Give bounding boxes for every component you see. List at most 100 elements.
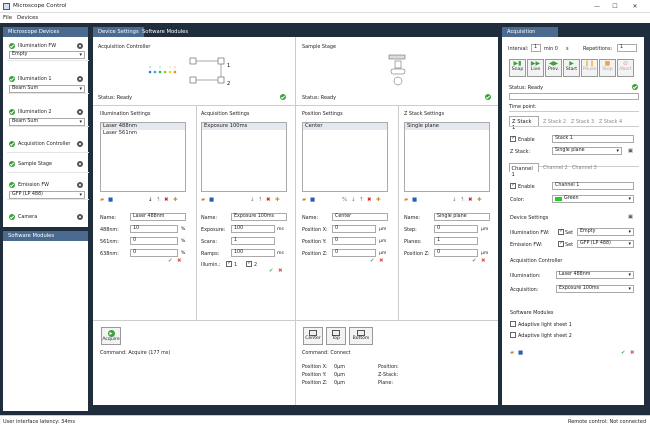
start-button[interactable]: ▶ Start	[563, 59, 580, 77]
illum-fw-set-checkbox[interactable]	[558, 228, 564, 235]
arrow-up-icon[interactable]: ↑	[460, 197, 465, 203]
bottom-button[interactable]: Bottom	[349, 327, 373, 345]
list-item[interactable]: Laser 561nm	[103, 130, 137, 136]
tab-channel-2[interactable]: Channel 2	[543, 165, 568, 171]
channel-enable-checkbox[interactable]	[510, 182, 516, 189]
acquire-button[interactable]: ▸ Acquire	[101, 327, 121, 345]
z-stack-select[interactable]: Single plane	[552, 147, 622, 155]
abort-button[interactable]: ⊘ Abort	[617, 59, 634, 77]
arrow-down-icon[interactable]: ↓	[148, 197, 153, 203]
tab-device-settings[interactable]: Device Settings	[93, 27, 144, 37]
confirm-icon[interactable]: ✔	[370, 258, 375, 264]
scans-input[interactable]: 1	[231, 237, 275, 245]
emission-fw-select-right[interactable]: GFP (LP 488)	[577, 240, 634, 248]
delete-icon[interactable]: ✖	[367, 197, 372, 203]
illumination-1-select[interactable]: Beam Sum	[9, 85, 85, 93]
color-select[interactable]: Green	[552, 195, 634, 203]
illumin-2-checkbox[interactable]	[246, 260, 252, 267]
tab-channel-3[interactable]: Channel 3	[572, 165, 597, 171]
acquisition-select[interactable]: Exposure 100ms	[556, 285, 634, 293]
power-561-input[interactable]: 0	[130, 237, 178, 245]
cancel-icon[interactable]: ✖	[379, 258, 384, 264]
add-icon[interactable]: ✚	[173, 197, 178, 203]
gear-icon[interactable]	[77, 43, 83, 49]
interval-min-input[interactable]: 1	[531, 44, 541, 52]
confirm-icon[interactable]: ✔	[472, 258, 477, 264]
position-y-input[interactable]: 0	[332, 237, 376, 245]
illumination-fw-select[interactable]: Empty	[9, 51, 85, 59]
gear-icon[interactable]	[77, 161, 83, 167]
arrow-down-icon[interactable]: ↓	[351, 197, 356, 203]
channel-name-input[interactable]: Channel 1	[552, 182, 634, 190]
save-icon[interactable]: ■	[412, 197, 418, 203]
z-stack-list[interactable]: Single plane	[404, 122, 490, 192]
folder-icon[interactable]: ▰	[201, 197, 206, 203]
adaptive-1-checkbox[interactable]	[510, 321, 516, 327]
list-item[interactable]: Center	[303, 123, 387, 130]
folder-icon[interactable]: ▰	[100, 197, 105, 203]
confirm-icon[interactable]: ✔	[621, 350, 626, 356]
arrow-down-icon[interactable]: ↓	[250, 197, 255, 203]
tab-software-modules-left[interactable]: Software Modules	[3, 231, 88, 241]
gear-icon[interactable]	[77, 76, 83, 82]
z-stack-name-input[interactable]: Stack 1	[552, 135, 634, 143]
save-icon[interactable]: ■	[108, 197, 114, 203]
top-button[interactable]: Top	[326, 327, 346, 345]
tab-microscope-devices[interactable]: Microscope Devices	[3, 27, 88, 37]
add-icon[interactable]: ✚	[275, 197, 280, 203]
settings-icon[interactable]: ▣	[628, 214, 634, 220]
add-icon[interactable]: ✚	[376, 197, 381, 203]
delete-icon[interactable]: ✖	[164, 197, 169, 203]
folder-icon[interactable]: ▰	[302, 197, 307, 203]
menu-devices[interactable]: Devices	[17, 15, 39, 21]
position-list[interactable]: Center	[302, 122, 388, 192]
center-button[interactable]: Center	[303, 327, 323, 345]
menu-file[interactable]: File	[3, 15, 13, 21]
acq-list[interactable]: Exposure 100ms	[201, 122, 287, 192]
cancel-icon[interactable]: ✖	[278, 268, 283, 274]
gear-icon[interactable]	[77, 182, 83, 188]
position-x-input[interactable]: 0	[332, 225, 376, 233]
arrow-up-icon[interactable]: ↑	[359, 197, 364, 203]
folder-icon[interactable]: ▰	[510, 350, 515, 356]
z-name-input[interactable]: Single plane	[434, 213, 490, 221]
minimize-button[interactable]: —	[594, 3, 600, 10]
z-planes-input[interactable]: 1	[434, 237, 478, 245]
tab-z-stack-1[interactable]: Z Stack 1	[509, 116, 539, 131]
gear-icon[interactable]	[77, 214, 83, 220]
tab-acquisition-settings[interactable]: Acquisition Settings	[502, 27, 558, 45]
settings-icon[interactable]: ▣	[628, 148, 634, 154]
delete-icon[interactable]: ✖	[266, 197, 271, 203]
gear-icon[interactable]	[77, 109, 83, 115]
illum-name-input[interactable]: Laser 488nm	[130, 213, 186, 221]
add-icon[interactable]: ✚	[477, 197, 482, 203]
emission-fw-set-checkbox[interactable]	[558, 240, 564, 247]
delete-icon[interactable]: ✖	[468, 197, 473, 203]
pause-button[interactable]: ❚❚ Pause	[581, 59, 598, 77]
tab-software-modules[interactable]: Software Modules	[142, 29, 189, 35]
power-638-input[interactable]: 0	[130, 249, 178, 257]
save-icon[interactable]: ■	[518, 350, 524, 356]
tab-z-stack-2[interactable]: Z Stack 2	[543, 119, 567, 125]
ramps-input[interactable]: 100	[231, 249, 275, 257]
arrow-up-icon[interactable]: ↑	[156, 197, 161, 203]
maximize-button[interactable]: ☐	[612, 3, 618, 10]
illumin-1-checkbox[interactable]	[226, 260, 232, 267]
link-icon[interactable]: %	[342, 197, 348, 203]
tab-z-stack-4[interactable]: Z Stack 4	[599, 119, 623, 125]
list-item[interactable]: Exposure 100ms	[202, 123, 286, 130]
exposure-input[interactable]: 100	[231, 225, 275, 233]
z-step-input[interactable]: 0	[434, 225, 478, 233]
preview-button[interactable]: ◀▶ Prev.	[545, 59, 562, 77]
tab-channel-1[interactable]: Channel 1	[509, 163, 539, 178]
cancel-icon[interactable]: ✖	[481, 258, 486, 264]
z-position-input[interactable]: 0	[434, 249, 478, 257]
folder-icon[interactable]: ▰	[404, 197, 409, 203]
close-button[interactable]: ✕	[632, 3, 638, 10]
live-button[interactable]: ▶▶ Live	[527, 59, 544, 77]
stop-button[interactable]: ■ Stop	[599, 59, 616, 77]
save-icon[interactable]: ■	[209, 197, 215, 203]
confirm-icon[interactable]: ✔	[168, 258, 173, 264]
illum-list[interactable]: Laser 488nm Laser 561nm	[100, 122, 186, 192]
gear-icon[interactable]	[77, 141, 83, 147]
